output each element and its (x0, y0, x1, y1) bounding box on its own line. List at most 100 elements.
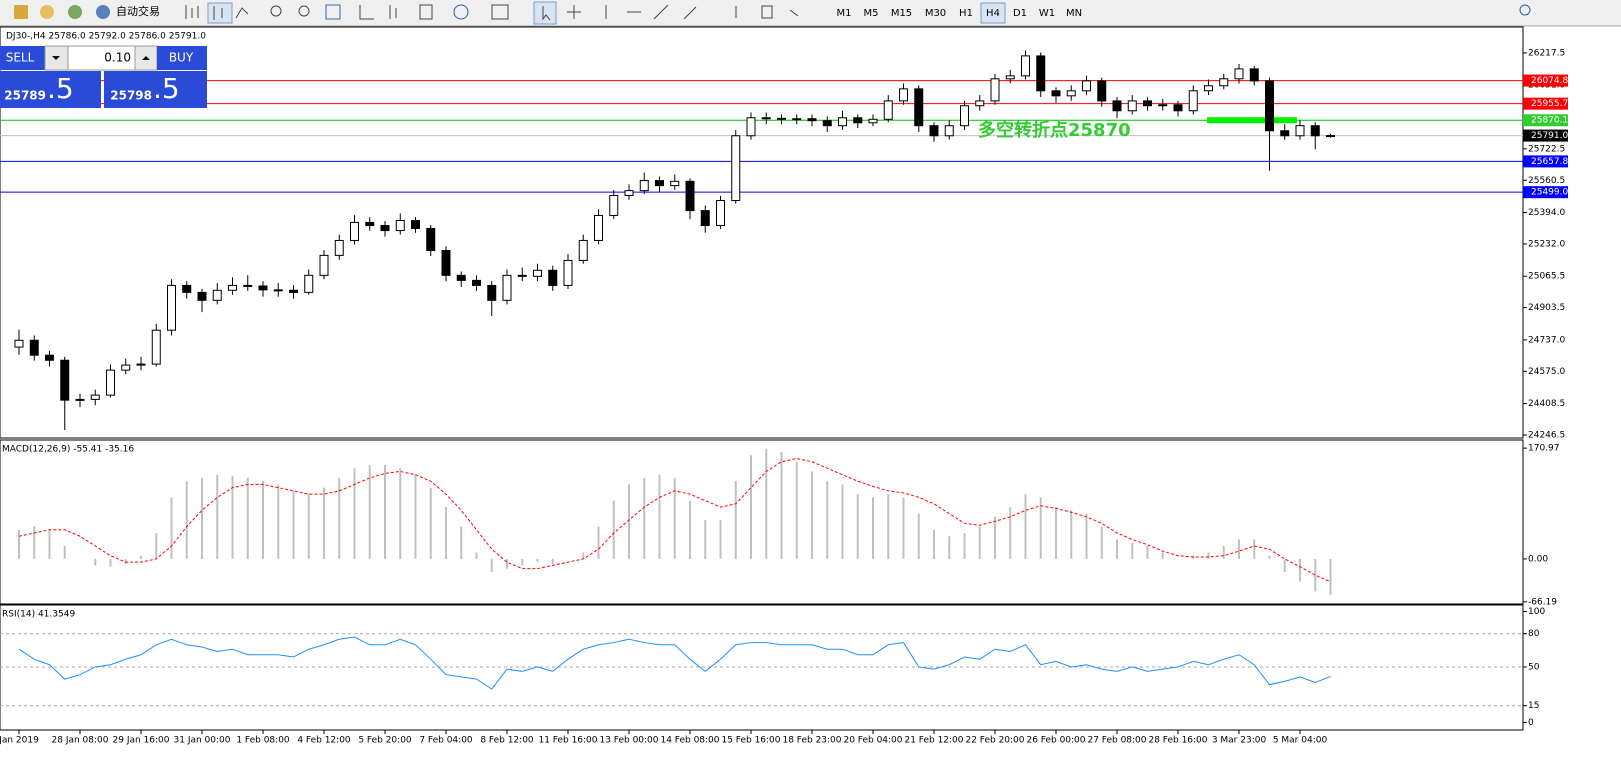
candle-body (609, 194, 619, 216)
icon-zoom-out[interactable] (298, 5, 310, 17)
timeframe[interactable]: M5 (864, 8, 879, 19)
timeframe[interactable]: MN (1066, 8, 1082, 19)
candle-body (1051, 90, 1061, 97)
icon-tools[interactable] (542, 4, 799, 21)
price-tag-label: 25657.8 (1531, 157, 1568, 167)
candle-body (1127, 100, 1137, 112)
candle-body (243, 284, 253, 287)
icon-template[interactable] (491, 4, 509, 20)
icon-period[interactable] (453, 4, 469, 20)
icon-zoom-in[interactable] (270, 5, 282, 17)
x-tick-label: 27 Feb 08:00 (1087, 736, 1146, 746)
timeframe[interactable]: H4 (986, 8, 1000, 19)
icon-folder[interactable] (14, 5, 28, 19)
timeframe[interactable]: M30 (925, 8, 946, 19)
candle-body (1143, 100, 1152, 107)
candle-body (304, 274, 314, 293)
timeframe[interactable]: M1 (837, 8, 852, 19)
timeframe[interactable]: H1 (959, 8, 973, 19)
price-tag (1523, 186, 1568, 199)
icon-line[interactable] (213, 6, 249, 20)
candle-body (975, 100, 985, 107)
buy-label[interactable]: BUY (169, 51, 194, 65)
plots: 26217.526051.025722.525560.525394.025232… (0, 48, 1568, 746)
candle-body (792, 118, 802, 121)
buy-button[interactable] (157, 46, 207, 70)
candle-body (228, 284, 237, 291)
x-tick-label: 26 Feb 00:00 (1026, 736, 1085, 746)
symbol-header: DJ30-,H4 25786.0 25792.0 25786.0 25791.0 (6, 32, 206, 42)
turning-point-marker (1207, 117, 1297, 124)
timeframe[interactable]: W1 (1039, 8, 1055, 19)
x-tick-label: 3 Mar 23:00 (1212, 736, 1267, 746)
ask-price: 25798 (110, 89, 152, 103)
y-tick-label: 25065.5 (1528, 272, 1565, 282)
sell-button[interactable] (0, 46, 45, 70)
candle-body (548, 269, 558, 286)
candle-body (197, 291, 207, 301)
candle-body (1188, 90, 1198, 112)
price-tag (1523, 114, 1568, 127)
y-tick-label: 50 (1528, 662, 1540, 672)
sell-label[interactable]: SELL (6, 51, 35, 65)
candle-body (121, 364, 131, 371)
bid-fraction: .5 (47, 72, 74, 105)
icon-market[interactable] (40, 5, 54, 19)
icon-bars[interactable] (185, 5, 199, 19)
timeframe[interactable]: D1 (1013, 8, 1027, 19)
rsi-frame (0, 604, 1524, 731)
x-tick-label: 14 Feb 08:00 (660, 736, 719, 746)
y-tick-label: 24903.5 (1528, 303, 1565, 313)
bid-box[interactable] (0, 71, 101, 108)
ask-fraction: .5 (153, 72, 180, 105)
icon-shift[interactable] (359, 5, 397, 20)
candle-body (14, 339, 24, 348)
x-tick-label: 11 Feb 16:00 (538, 736, 597, 746)
lot-input[interactable] (67, 45, 136, 71)
signal-line (18, 457, 1331, 583)
y-tick-label: -66.19 (1528, 597, 1557, 607)
y-tick-label: 170.97 (1528, 444, 1560, 454)
candle-body (990, 78, 1000, 102)
bid-price: 25789 (4, 89, 46, 103)
candle-body (731, 135, 741, 202)
toolbar (0, 0, 1621, 26)
icon-tile[interactable] (325, 4, 341, 20)
candle-body (365, 221, 375, 227)
candle-body (868, 118, 878, 124)
candle-body (151, 329, 161, 365)
icon-auto[interactable] (96, 5, 110, 19)
auto-trade[interactable]: 自动交易 (116, 4, 160, 18)
x-tick-label: 22 Feb 20:00 (965, 736, 1024, 746)
active-timeframe (980, 2, 1006, 24)
ask-box[interactable] (104, 71, 207, 108)
candle-body (319, 254, 329, 276)
icon-search[interactable] (1519, 4, 1531, 16)
icon-candles[interactable] (207, 2, 233, 24)
price-tag (1523, 129, 1568, 142)
candle-body (1219, 78, 1229, 87)
candle-body (716, 200, 725, 227)
candle-body (289, 289, 298, 293)
lot-value[interactable]: 0.10 (104, 51, 131, 65)
candle-body (761, 117, 771, 120)
icon-indicator[interactable] (419, 4, 433, 20)
candle-body (75, 398, 85, 401)
candle-body (777, 117, 786, 120)
y-tick-label: 24737.0 (1528, 335, 1565, 345)
price-tag (1523, 97, 1568, 110)
candle-body (1036, 55, 1046, 92)
y-tick-label: 24575.0 (1528, 367, 1565, 377)
candle-body (1249, 68, 1259, 82)
candle-body (533, 269, 542, 277)
timeframe[interactable]: M15 (891, 8, 912, 19)
x-tick-label: 15 Feb 16:00 (721, 736, 780, 746)
candle-body (136, 363, 146, 366)
candle-body (655, 180, 664, 187)
x-tick-label: 21 Feb 12:00 (904, 736, 963, 746)
price-tag-label: 25955.7 (1531, 99, 1568, 109)
icon-signal[interactable] (68, 5, 82, 19)
icon-cursor[interactable] (533, 1, 557, 25)
candle-body (334, 239, 344, 256)
